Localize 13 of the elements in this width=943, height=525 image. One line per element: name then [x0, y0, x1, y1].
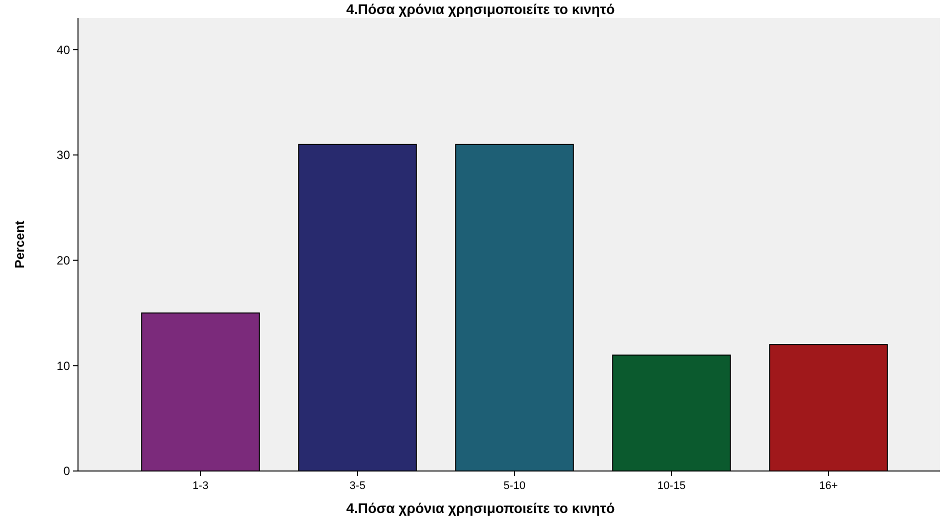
y-tick-label: 20 [56, 254, 70, 268]
chart-title: 4.Πόσα χρόνια χρησιμοποιείτε το κινητό [346, 1, 615, 17]
y-tick-label: 30 [56, 148, 70, 162]
y-axis-title: Percent [12, 220, 27, 268]
y-tick-label: 40 [56, 42, 70, 57]
y-tick-label: 0 [63, 464, 70, 478]
y-tick-label: 10 [56, 358, 70, 373]
x-tick-label: 10-15 [657, 480, 686, 492]
x-tick-label: 5-10 [503, 480, 526, 492]
x-axis-title: 4.Πόσα χρόνια χρησιμοποιείτε το κινητό [346, 500, 615, 516]
x-tick-label: 1-3 [192, 480, 208, 492]
x-tick-label: 3-5 [350, 480, 366, 492]
x-tick-label: 16+ [819, 480, 838, 492]
